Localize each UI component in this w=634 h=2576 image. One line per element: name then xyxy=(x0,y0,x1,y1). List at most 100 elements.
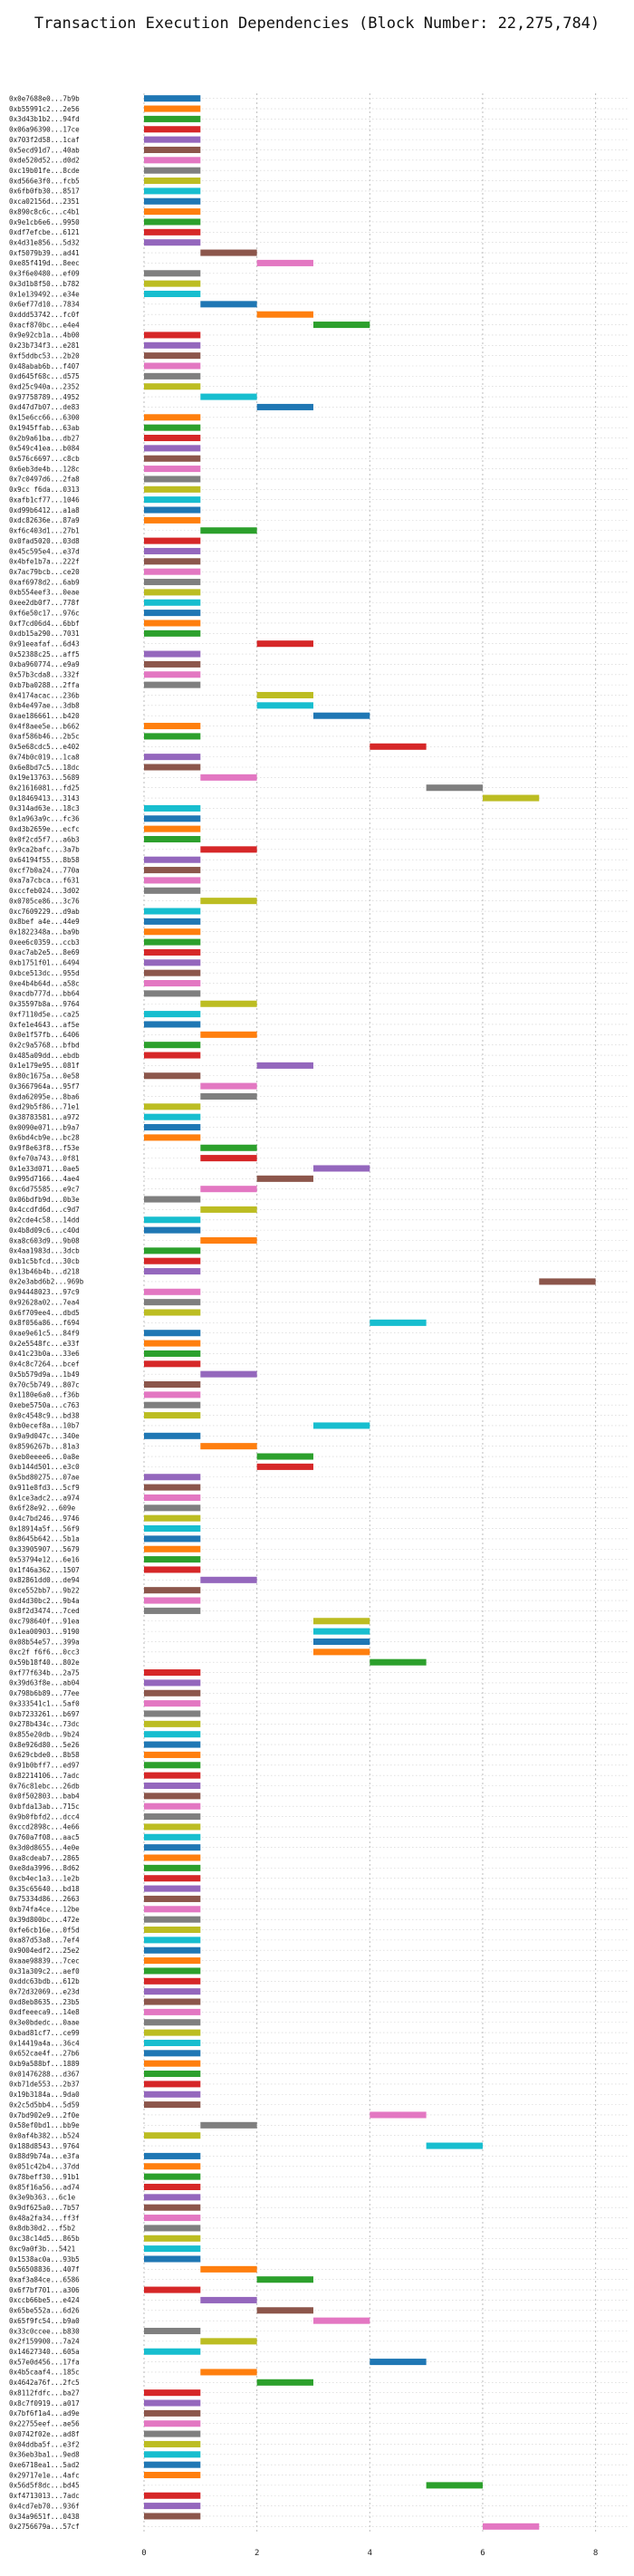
bar xyxy=(144,1875,201,1882)
bar xyxy=(256,640,313,648)
row-label: 0xdfeeeca9...14e8 xyxy=(9,2008,80,2016)
row-label: 0x7bf6f1a4...ad9e xyxy=(9,2409,80,2417)
row-label: 0xafb1cf77...1046 xyxy=(9,495,80,504)
bar xyxy=(144,2286,201,2293)
bar xyxy=(144,270,201,277)
bar xyxy=(144,1360,201,1368)
row-label: 0xb144d501...e3c0 xyxy=(9,1463,80,1471)
bar xyxy=(144,2008,201,2015)
row-label: 0x6f709ee4...dbd5 xyxy=(9,1309,80,1317)
row-label: 0x57b3cda8...332f xyxy=(9,671,80,679)
bar xyxy=(312,712,370,719)
bar xyxy=(144,95,201,102)
row-label: 0xebe5750a...c763 xyxy=(9,1401,80,1409)
bar xyxy=(144,1113,201,1120)
bar xyxy=(144,1566,201,1573)
bar xyxy=(144,1432,201,1439)
row-label: 0x5b579d9a...1b49 xyxy=(9,1370,80,1379)
row-label: 0x70c5b749...807c xyxy=(9,1380,80,1389)
bar xyxy=(144,589,201,596)
bar xyxy=(200,2338,257,2345)
row-label: 0xddd53742...fc0f xyxy=(9,311,80,319)
row-label: 0xca02156d...2351 xyxy=(9,197,80,206)
row-label: 0x4c8c7264...bcef xyxy=(9,1360,80,1369)
row-label: 0xbfda13ab...715c xyxy=(9,1802,80,1811)
row-label: 0x314ad63e...18c3 xyxy=(9,804,80,812)
row-label: 0xaf3a84ce...6586 xyxy=(9,2276,80,2284)
row-label: 0xa8c603d9...9b08 xyxy=(9,1236,80,1245)
row-label: 0x5e68cdc5...e402 xyxy=(9,743,80,751)
bar xyxy=(200,1155,257,1162)
bar xyxy=(144,918,201,925)
row-label: 0x0c4548c9...bd38 xyxy=(9,1411,80,1419)
bar xyxy=(144,1330,201,1337)
row-label: 0x9e1cb6e6...9950 xyxy=(9,218,80,226)
bar xyxy=(144,1988,201,1995)
bar xyxy=(144,506,201,514)
row-label: 0x0742f02e...ad8f xyxy=(9,2430,80,2438)
bar xyxy=(144,2194,201,2201)
bar xyxy=(144,2503,201,2510)
bar xyxy=(256,311,313,318)
row-label: 0xb7233261...b697 xyxy=(9,1710,80,1718)
bar xyxy=(144,208,201,216)
row-label: 0xbce513dc...955d xyxy=(9,969,80,977)
row-label: 0x5ecd91d7...40ab xyxy=(9,146,80,154)
bar xyxy=(426,784,483,792)
bar xyxy=(144,1350,201,1357)
bar xyxy=(144,856,201,863)
x-tick-label: 2 xyxy=(255,2549,259,2558)
bar xyxy=(144,2348,201,2355)
row-label: 0x0f502803...bab4 xyxy=(9,1793,80,1801)
bar xyxy=(144,1833,201,1841)
row-label: 0x6ef77d10...7834 xyxy=(9,301,80,309)
row-label: 0xdf7efcbe...6121 xyxy=(9,228,80,236)
row-label: 0x52388c25...aff5 xyxy=(9,650,80,658)
bar xyxy=(144,1011,201,1018)
row-label: 0x1f46a362...1507 xyxy=(9,1566,80,1574)
row-label: 0x14419a4a...36c4 xyxy=(9,2039,80,2047)
bar xyxy=(144,228,201,235)
row-label: 0x1538ac0a...93b5 xyxy=(9,2255,80,2264)
row-label: 0x35c65640...bd18 xyxy=(9,1885,80,1893)
bar xyxy=(312,1638,370,1645)
row-label: 0x2e5548fc...e33f xyxy=(9,1340,80,1348)
row-label: 0x1ce3adc2...a974 xyxy=(9,1494,80,1502)
row-label: 0xaae98839...7cec xyxy=(9,1956,80,1965)
row-label: 0xb4e497ae...3db8 xyxy=(9,702,80,710)
row-label: 0x21616081...fd25 xyxy=(9,784,80,793)
bar xyxy=(144,434,201,442)
bar xyxy=(144,2420,201,2427)
bar xyxy=(144,825,201,832)
row-label: 0x13b46b4b...d218 xyxy=(9,1267,80,1275)
row-label: 0xf6c403d1...27b1 xyxy=(9,527,80,535)
row-label: 0xb0ecef8a...10b7 xyxy=(9,1422,80,1430)
row-label: 0xe85f419d...8eec xyxy=(9,259,80,267)
row-label: 0x1a963a9c...fc36 xyxy=(9,815,80,823)
row-label: 0xd645f68c...d575 xyxy=(9,372,80,380)
row-label: 0xda62095e...8ba6 xyxy=(9,1092,80,1101)
row-label: 0xccd2898c...4e66 xyxy=(9,1823,80,1831)
row-label: 0x2c5d5bb4...5d59 xyxy=(9,2100,80,2109)
row-label: 0x36eb3ba1...9ed8 xyxy=(9,2451,80,2459)
bar xyxy=(144,1844,201,1851)
bar xyxy=(144,1998,201,2005)
row-label: 0x0af4b382...b524 xyxy=(9,2131,80,2139)
bar xyxy=(144,1679,201,1687)
bar xyxy=(144,1741,201,1748)
bar xyxy=(144,2461,201,2468)
bar xyxy=(144,2225,201,2232)
bar xyxy=(144,1823,201,1831)
bar xyxy=(144,2204,201,2211)
bar xyxy=(144,424,201,431)
row-label: 0x82861dd0...de94 xyxy=(9,1576,80,1584)
row-label: 0x41c23b0a...33e6 xyxy=(9,1350,80,1358)
row-label: 0xd8eb8635...23b5 xyxy=(9,1998,80,2006)
bar xyxy=(144,239,201,246)
bar xyxy=(256,2379,313,2386)
bar xyxy=(144,466,201,473)
bar xyxy=(256,1062,313,1069)
row-label: 0xae9e61c5...84f9 xyxy=(9,1330,80,1338)
bar xyxy=(200,2296,257,2303)
bar xyxy=(200,1236,257,1245)
